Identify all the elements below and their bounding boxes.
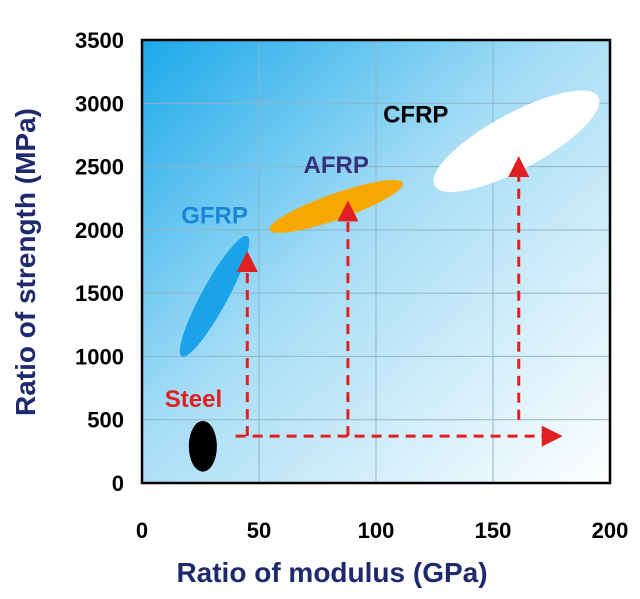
y-tick-label: 1500 [75, 281, 124, 306]
y-tick-label: 2000 [75, 218, 124, 243]
y-tick-label: 2500 [75, 155, 124, 180]
x-tick-label: 100 [358, 518, 395, 543]
region-label-steel: Steel [165, 386, 222, 413]
region-gfrp [179, 235, 250, 357]
y-tick-label: 3000 [75, 91, 124, 116]
x-tick-label: 50 [247, 518, 271, 543]
region-cfrp [433, 90, 600, 192]
x-tick-label: 150 [475, 518, 512, 543]
region-labels: Steel GFRP AFRP CFRP [165, 101, 449, 413]
region-label-gfrp: GFRP [181, 203, 248, 230]
x-tick-label: 0 [136, 518, 148, 543]
y-tick-labels: 0 500 1000 1500 2000 2500 3000 3500 [75, 28, 124, 496]
arrows [235, 156, 563, 447]
y-tick-label: 1000 [75, 344, 124, 369]
y-tick-label: 3500 [75, 28, 124, 53]
region-label-cfrp: CFRP [383, 101, 448, 128]
x-axis-title: Ratio of modulus (GPa) [176, 557, 487, 588]
grid [142, 40, 610, 483]
y-axis-title: Ratio of strength (MPa) [10, 108, 41, 416]
region-afrp [269, 180, 404, 233]
plot-frame [140, 38, 612, 485]
region-steel [188, 420, 217, 472]
y-tick-label: 0 [112, 471, 124, 496]
region-label-afrp: AFRP [304, 152, 369, 179]
regions [179, 90, 600, 472]
x-tick-label: 200 [592, 518, 629, 543]
y-tick-label: 500 [87, 408, 124, 433]
x-tick-labels: 0 50 100 150 200 [136, 518, 628, 543]
